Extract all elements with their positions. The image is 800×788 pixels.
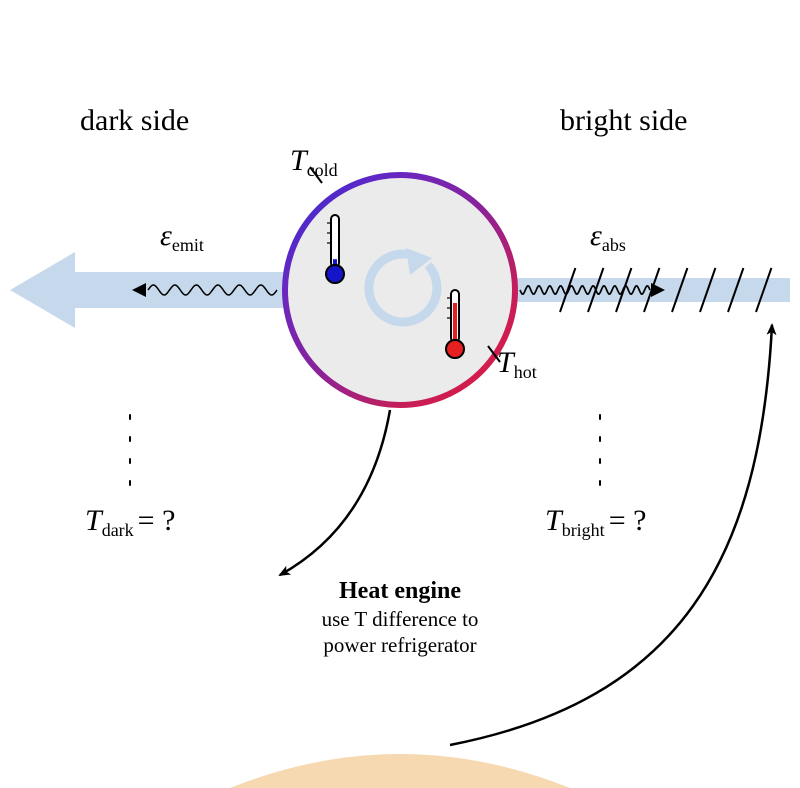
abs-label: εabs	[590, 219, 626, 255]
t-dark-label: Tdark= ?	[85, 504, 175, 540]
emit-label: εemit	[160, 219, 204, 255]
bright-side-label: bright side	[560, 104, 688, 137]
caption-title: Heat engine	[339, 578, 461, 604]
caption-line1: use T difference to	[322, 607, 479, 631]
dark-side-label: dark side	[80, 104, 189, 137]
t-hot-label: Thot	[497, 346, 537, 382]
engine-output-arrow	[280, 410, 390, 575]
t-cold-label: Tcold	[290, 144, 338, 180]
caption-line2: power refrigerator	[323, 633, 476, 657]
t-bright-label: Tbright= ?	[545, 504, 646, 540]
engine-sphere	[285, 175, 515, 405]
sun-glow	[230, 754, 570, 788]
emitted-arrow	[10, 252, 285, 328]
